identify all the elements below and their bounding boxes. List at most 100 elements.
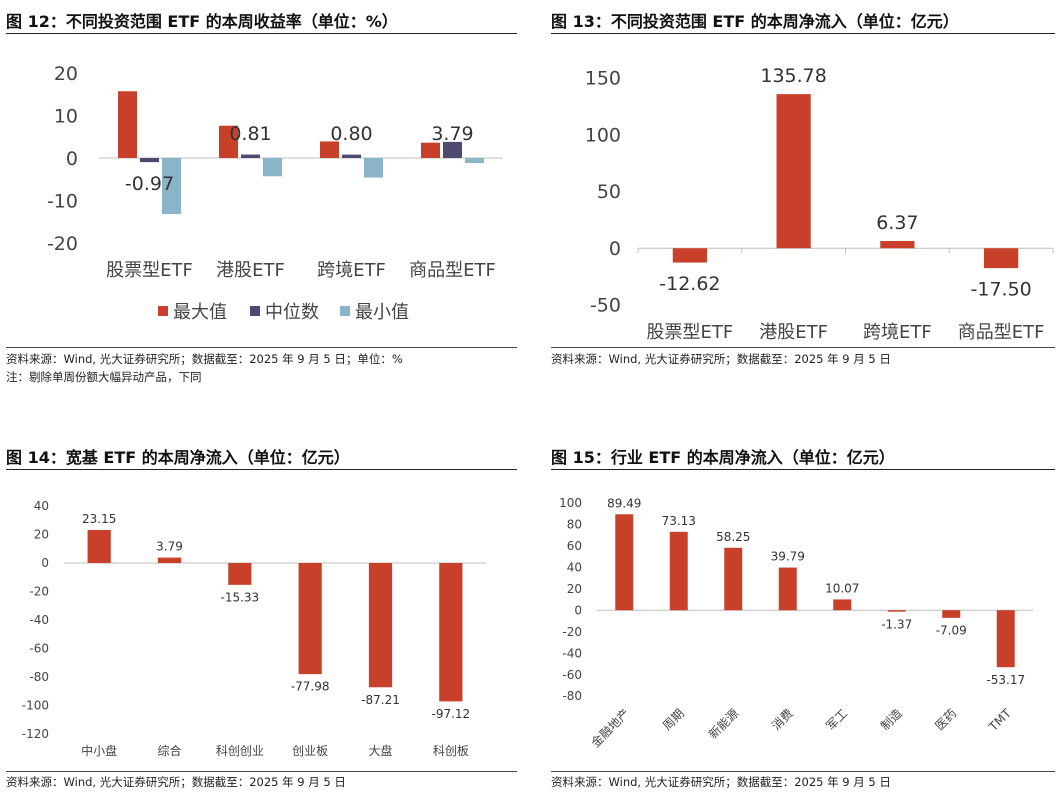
chart-title: 图 13：不同投资范围 ETF 的本周净流入（单位：亿元） xyxy=(551,12,959,31)
legend-label: 中位数 xyxy=(265,302,319,323)
data-label: 89.49 xyxy=(607,496,641,510)
chart-14-plot: 40 20 0 -20 -40 -60 -80 -100 -120 23.15 中小盘 3.79 综合 -… xyxy=(22,499,486,758)
x-tick-label: 创业板 xyxy=(292,744,328,758)
x-tick-label: 股票型ETF xyxy=(106,260,193,281)
y-tick-label: 0 xyxy=(574,603,582,617)
data-label: 23.15 xyxy=(82,512,116,526)
y-tick-label: -20 xyxy=(47,233,78,255)
x-tick-label: 大盘 xyxy=(368,743,392,758)
bar xyxy=(439,563,463,702)
y-tick-label: 20 xyxy=(567,582,582,596)
chart-source: 资料来源：Wind, 光大证券研究所；数据截至：2025 年 9 月 5 日 xyxy=(551,775,891,789)
y-tick-label: -40 xyxy=(562,646,582,660)
bar xyxy=(421,142,440,158)
bar xyxy=(996,610,1015,668)
source-rule xyxy=(6,771,517,772)
data-label: -1.37 xyxy=(881,617,912,631)
x-tick-label: 跨境ETF xyxy=(863,322,932,343)
y-tick-label: 20 xyxy=(54,63,78,85)
data-label: -77.98 xyxy=(291,680,330,694)
data-label: 73.13 xyxy=(662,514,696,528)
y-tick-label: -80 xyxy=(29,670,49,684)
bar xyxy=(880,241,915,249)
y-tick-label: -50 xyxy=(590,295,621,317)
chart-12-plot: 20 10 0 -10 -20 -0.97 股票型ETF 0.81 港股ETF 0.80 跨境ETF… xyxy=(47,63,503,323)
bar xyxy=(942,610,961,618)
chart-title: 图 15：行业 ETF 的本周净流入（单位：亿元） xyxy=(551,448,895,467)
y-tick-label: 20 xyxy=(34,528,49,542)
bar xyxy=(140,158,159,163)
bar xyxy=(465,158,484,164)
y-tick-label: 50 xyxy=(597,181,621,203)
title-rule xyxy=(551,469,1055,470)
data-label: 0.80 xyxy=(330,123,372,145)
data-label: -17.50 xyxy=(971,278,1032,300)
chart-source: 资料来源：Wind, 光大证券研究所；数据截至：2025 年 9 月 5 日 xyxy=(551,352,891,366)
bar xyxy=(87,530,111,563)
chart-source: 资料来源：Wind, 光大证券研究所；数据截至：2025 年 9 月 5 日；单… xyxy=(6,352,403,366)
bar xyxy=(443,141,462,158)
chart-footnote: 注：剔除单周份额大幅异动产品，下同 xyxy=(6,370,202,384)
data-label: -0.97 xyxy=(125,173,174,195)
bar xyxy=(669,531,688,611)
data-label: -97.12 xyxy=(431,707,470,721)
bar xyxy=(342,154,361,158)
chart-panel-15: 图 15：行业 ETF 的本周净流入（单位：亿元） 100 80 60 40 20 0 -2… xyxy=(551,436,1055,795)
title-rule xyxy=(6,33,517,34)
chart-source: 资料来源：Wind, 光大证券研究所；数据截至：2025 年 9 月 5 日 xyxy=(6,775,346,789)
bar xyxy=(724,547,743,611)
x-tick-label: 周期 xyxy=(660,706,687,733)
legend-swatch xyxy=(340,306,350,316)
data-label: 3.79 xyxy=(156,540,183,554)
x-tick-label: 跨境ETF xyxy=(317,260,386,281)
chart-title: 图 12：不同投资范围 ETF 的本周收益率（单位：%） xyxy=(6,12,398,31)
bar xyxy=(833,599,852,611)
title-rule xyxy=(551,33,1055,34)
y-tick-label: -80 xyxy=(562,689,582,703)
y-tick-label: -60 xyxy=(562,668,582,682)
x-tick-label: 军工 xyxy=(823,706,850,733)
y-tick-label: 100 xyxy=(559,496,582,510)
source-rule xyxy=(551,771,1055,772)
x-tick-label: TMT xyxy=(986,706,1015,735)
y-tick-label: 80 xyxy=(567,518,582,532)
bar xyxy=(672,248,707,263)
data-label: 0.81 xyxy=(229,123,271,145)
y-tick-label: -40 xyxy=(29,613,49,627)
source-rule xyxy=(6,347,517,348)
chart-13-plot: 150 100 50 0 -50 -12.62 股票型ETF 135.78 港股ETF 6.37 跨… xyxy=(585,65,1054,343)
chart-15-plot: 100 80 60 40 20 0 -20 -40 -60 -80 89.49 金融地产 73.13 周期… xyxy=(559,496,1033,750)
x-tick-label: 科创创业 xyxy=(216,744,264,758)
x-tick-label: 中小盘 xyxy=(81,743,117,758)
y-tick-label: -10 xyxy=(47,191,78,213)
y-tick-label: 0 xyxy=(41,556,49,570)
data-label: -87.21 xyxy=(361,693,400,707)
bar xyxy=(776,94,811,249)
y-tick-label: 100 xyxy=(585,124,621,146)
legend-swatch xyxy=(158,306,168,316)
bar xyxy=(778,567,797,611)
x-tick-label: 新能源 xyxy=(705,706,741,742)
bar xyxy=(984,248,1019,269)
data-label: -12.62 xyxy=(659,273,720,295)
data-label: -7.09 xyxy=(936,623,967,637)
data-label: 39.79 xyxy=(771,550,805,564)
x-tick-label: 股票型ETF xyxy=(647,322,734,343)
y-tick-label: 10 xyxy=(54,106,78,128)
bar xyxy=(615,514,634,611)
bar xyxy=(162,158,181,215)
x-tick-label: 商品型ETF xyxy=(958,322,1045,343)
legend-swatch xyxy=(250,306,260,316)
bar xyxy=(219,125,238,158)
data-label: 10.07 xyxy=(825,581,859,595)
y-tick-label: 0 xyxy=(66,148,78,170)
y-tick-label: -100 xyxy=(22,699,49,713)
data-label: 58.25 xyxy=(716,530,750,544)
y-tick-label: 40 xyxy=(567,561,582,575)
data-label: 3.79 xyxy=(431,123,473,145)
x-tick-label: 消费 xyxy=(769,706,796,733)
y-tick-label: 150 xyxy=(585,68,621,90)
legend-label: 最小值 xyxy=(355,302,409,323)
y-tick-label: -20 xyxy=(29,585,49,599)
y-tick-label: -120 xyxy=(22,727,49,741)
